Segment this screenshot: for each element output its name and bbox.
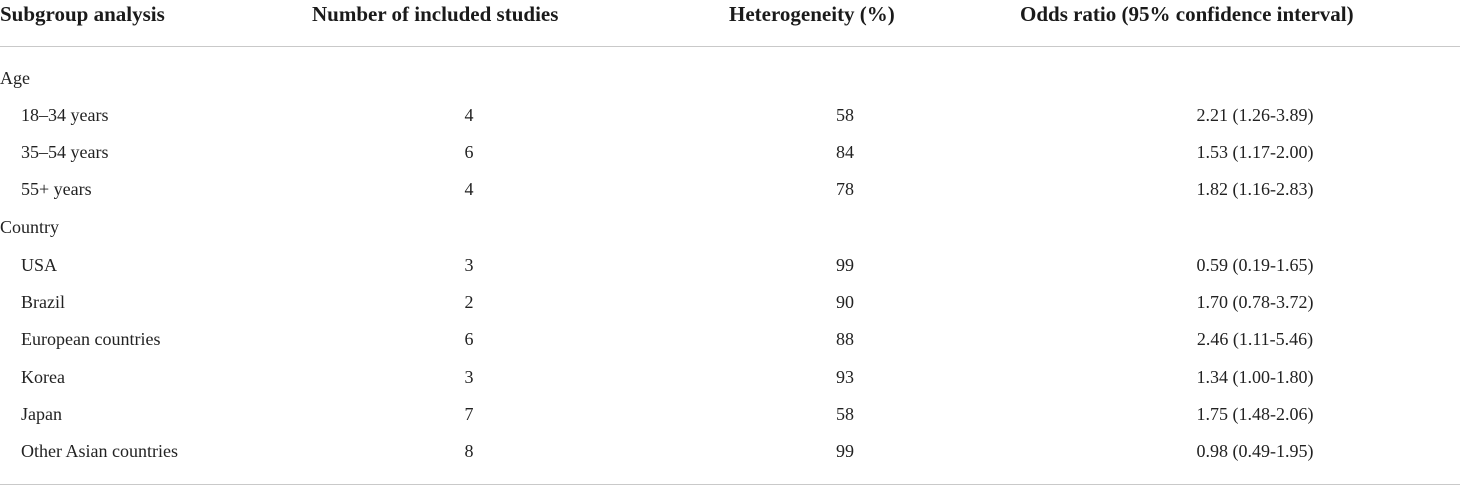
row-label: European countries [21, 329, 161, 349]
row-studies: 2 [464, 292, 474, 312]
header-odds-ratio: Odds ratio (95% confidence interval) [1020, 2, 1354, 26]
group-row-age: Age [0, 60, 1460, 97]
header-heterogeneity: Heterogeneity (%) [729, 2, 895, 26]
table-row: European countries 6 88 2.46 (1.11-5.46) [0, 321, 1460, 358]
row-heterogeneity: 58 [836, 105, 854, 125]
row-studies: 8 [464, 441, 474, 461]
header-number-of-studies: Number of included studies [312, 2, 559, 26]
row-studies: 7 [464, 404, 474, 424]
row-odds-ratio: 2.21 (1.26-3.89) [1196, 105, 1314, 125]
row-label: 18–34 years [21, 105, 109, 125]
row-heterogeneity: 84 [836, 142, 854, 162]
table-bottom-rule [0, 484, 1460, 485]
header-subgroup-analysis: Subgroup analysis [0, 2, 165, 26]
row-heterogeneity: 90 [836, 292, 854, 312]
row-heterogeneity: 58 [836, 404, 854, 424]
row-studies: 3 [464, 255, 474, 275]
table-row: Japan 7 58 1.75 (1.48-2.06) [0, 396, 1460, 433]
row-studies: 6 [464, 329, 474, 349]
table-row: Brazil 2 90 1.70 (0.78-3.72) [0, 284, 1460, 321]
table-row: 18–34 years 4 58 2.21 (1.26-3.89) [0, 97, 1460, 134]
row-heterogeneity: 88 [836, 329, 854, 349]
table-row: 55+ years 4 78 1.82 (1.16-2.83) [0, 171, 1460, 208]
row-label: Korea [21, 367, 65, 387]
group-label: Age [0, 68, 30, 88]
row-odds-ratio: 0.59 (0.19-1.65) [1196, 255, 1314, 275]
row-odds-ratio: 0.98 (0.49-1.95) [1196, 441, 1314, 461]
table-row: Other Asian countries 8 99 0.98 (0.49-1.… [0, 433, 1460, 470]
row-odds-ratio: 1.75 (1.48-2.06) [1196, 404, 1314, 424]
table-row: 35–54 years 6 84 1.53 (1.17-2.00) [0, 134, 1460, 171]
row-label: Brazil [21, 292, 65, 312]
row-odds-ratio: 1.34 (1.00-1.80) [1196, 367, 1314, 387]
row-label: Japan [21, 404, 62, 424]
row-studies: 4 [464, 179, 474, 199]
table-row: USA 3 99 0.59 (0.19-1.65) [0, 247, 1460, 284]
row-studies: 4 [464, 105, 474, 125]
row-label: USA [21, 255, 58, 275]
row-heterogeneity: 93 [836, 367, 854, 387]
table-header: Subgroup analysis Number of included stu… [0, 0, 1460, 47]
row-odds-ratio: 2.46 (1.11-5.46) [1196, 329, 1314, 349]
row-heterogeneity: 99 [836, 441, 854, 461]
group-label: Country [0, 217, 60, 237]
row-studies: 3 [464, 367, 474, 387]
row-studies: 6 [464, 142, 474, 162]
row-odds-ratio: 1.82 (1.16-2.83) [1196, 179, 1314, 199]
row-heterogeneity: 78 [836, 179, 854, 199]
row-label: 55+ years [21, 179, 92, 199]
table-row: Korea 3 93 1.34 (1.00-1.80) [0, 359, 1460, 396]
row-heterogeneity: 99 [836, 255, 854, 275]
row-label: 35–54 years [21, 142, 109, 162]
row-odds-ratio: 1.53 (1.17-2.00) [1196, 142, 1314, 162]
row-odds-ratio: 1.70 (0.78-3.72) [1196, 292, 1314, 312]
row-label: Other Asian countries [21, 441, 178, 461]
group-row-country: Country [0, 209, 1460, 246]
